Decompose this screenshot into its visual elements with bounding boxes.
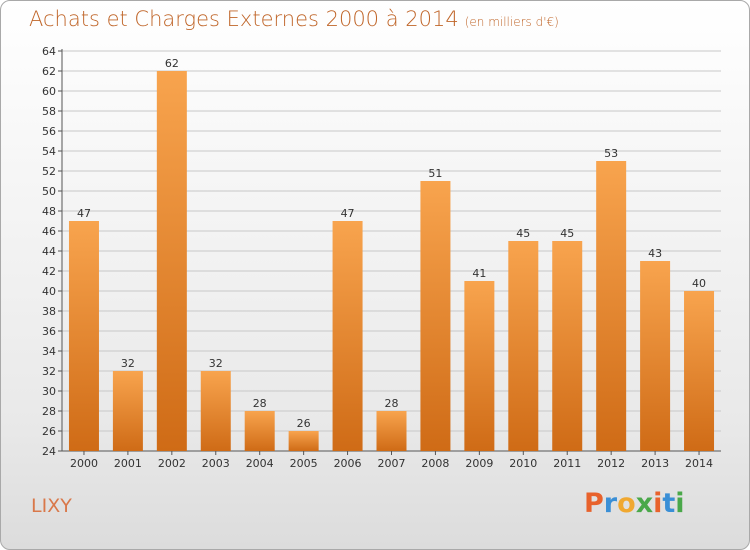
data-label: 32 (209, 357, 223, 370)
bar (68, 221, 99, 451)
x-tick-label: 2004 (246, 457, 274, 470)
x-tick-label: 2000 (70, 457, 98, 470)
logo-letter: t (662, 488, 676, 519)
y-tick-label: 62 (42, 65, 56, 78)
data-label: 45 (560, 227, 574, 240)
bar (640, 261, 671, 451)
data-label: 28 (253, 397, 267, 410)
y-tick-label: 60 (42, 85, 56, 98)
chart-subtitle: (en milliers d'€) (464, 15, 559, 29)
y-tick-label: 46 (42, 225, 56, 238)
y-tick-label: 44 (42, 245, 56, 258)
data-label: 32 (121, 357, 135, 370)
data-label: 28 (385, 397, 399, 410)
data-label: 53 (604, 147, 618, 160)
data-label: 47 (341, 207, 355, 220)
y-tick-label: 34 (42, 345, 56, 358)
x-tick-label: 2001 (114, 457, 142, 470)
y-tick-label: 28 (42, 405, 56, 418)
y-tick-label: 30 (42, 385, 56, 398)
logo-letter: i (653, 488, 663, 519)
y-tick-label: 42 (42, 265, 56, 278)
x-tick-label: 2006 (334, 457, 362, 470)
y-tick-label: 54 (42, 145, 56, 158)
x-tick-label: 2010 (509, 457, 537, 470)
logo-letter: o (617, 488, 636, 519)
logo-letter: x (635, 488, 654, 519)
bar (596, 161, 627, 451)
data-label: 26 (297, 417, 311, 430)
x-tick-label: 2009 (465, 457, 493, 470)
data-label: 41 (472, 267, 486, 280)
commune-name: LIXY (31, 495, 72, 517)
x-tick-label: 2005 (290, 457, 318, 470)
y-tick-label: 52 (42, 165, 56, 178)
bar (244, 411, 275, 451)
y-tick-label: 64 (42, 45, 56, 58)
y-tick-label: 32 (42, 365, 56, 378)
logo-letter: i (675, 488, 685, 519)
bar (156, 71, 187, 451)
logo-letter: r (603, 488, 618, 519)
x-tick-label: 2011 (553, 457, 581, 470)
y-tick-label: 58 (42, 105, 56, 118)
y-tick-label: 38 (42, 305, 56, 318)
data-label: 43 (648, 247, 662, 260)
bar (420, 181, 451, 451)
data-label: 47 (77, 207, 91, 220)
data-label: 45 (516, 227, 530, 240)
x-tick-label: 2002 (158, 457, 186, 470)
x-tick-label: 2014 (685, 457, 713, 470)
x-tick-label: 2012 (597, 457, 625, 470)
x-tick-label: 2008 (421, 457, 449, 470)
y-tick-label: 56 (42, 125, 56, 138)
data-label: 62 (165, 57, 179, 70)
bar (684, 291, 715, 451)
bar (288, 431, 319, 451)
x-tick-label: 2013 (641, 457, 669, 470)
y-tick-label: 24 (42, 445, 56, 458)
y-tick-label: 36 (42, 325, 56, 338)
bar (200, 371, 231, 451)
y-tick-label: 48 (42, 205, 56, 218)
bar (508, 241, 539, 451)
bar (376, 411, 407, 451)
chart-title-text: Achats et Charges Externes 2000 à 2014 (29, 7, 459, 31)
y-tick-label: 40 (42, 285, 56, 298)
proxiti-logo: Proxiti (584, 488, 685, 519)
y-tick-label: 26 (42, 425, 56, 438)
bar (332, 221, 363, 451)
bar (464, 281, 495, 451)
y-tick-label: 50 (42, 185, 56, 198)
logo-letter: P (584, 488, 604, 519)
bar (552, 241, 583, 451)
x-tick-label: 2003 (202, 457, 230, 470)
data-label: 40 (692, 277, 706, 290)
x-tick-label: 2007 (378, 457, 406, 470)
chart-title: Achats et Charges Externes 2000 à 2014 (e… (29, 7, 559, 31)
data-label: 51 (428, 167, 442, 180)
bar (112, 371, 143, 451)
